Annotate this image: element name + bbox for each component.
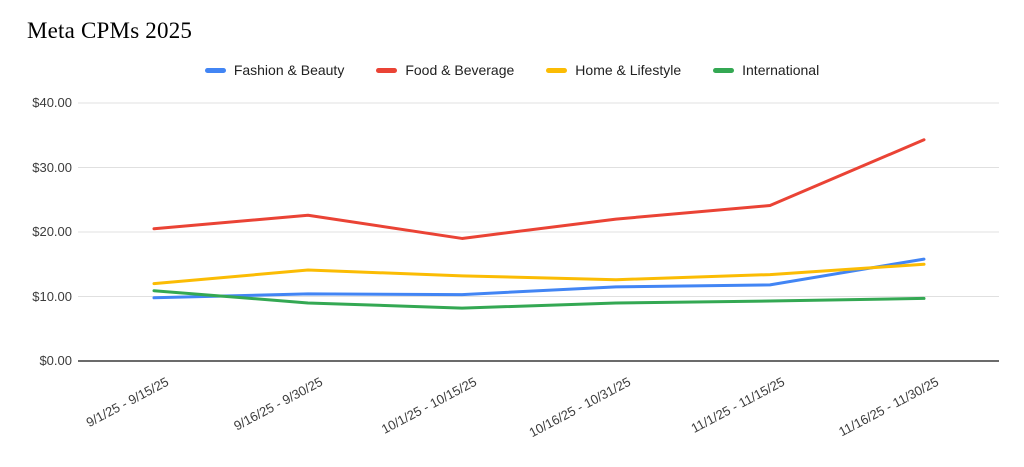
legend-item-fashion-beauty[interactable]: Fashion & Beauty [204, 62, 345, 78]
legend-swatch-food-beverage-icon [376, 67, 398, 73]
series-line-3 [152, 289, 926, 310]
legend-swatch-international-icon [713, 67, 735, 73]
legend-label: Fashion & Beauty [233, 62, 345, 78]
y-axis-label: $0.00 [39, 353, 72, 368]
series-line-1 [152, 138, 926, 240]
series-line-2 [152, 262, 926, 286]
y-axis-label: $10.00 [32, 288, 72, 304]
legend-item-international[interactable]: International [713, 62, 819, 78]
legend-swatch-fashion-beauty-icon [204, 67, 226, 73]
chart-title: Meta CPMs 2025 [27, 18, 193, 43]
legend-swatch-home-lifestyle-icon [546, 67, 568, 73]
y-axis-label: $20.00 [32, 224, 72, 239]
y-axis-label: $30.00 [32, 159, 72, 175]
legend-label: Food & Beverage [405, 62, 515, 78]
legend-label: Home & Lifestyle [575, 62, 682, 78]
series-line-0 [152, 257, 926, 300]
legend-item-home-lifestyle[interactable]: Home & Lifestyle [546, 62, 681, 78]
y-axis-label: $40.00 [32, 95, 72, 110]
legend-item-food-beverage[interactable]: Food & Beverage [376, 62, 514, 78]
chart-legend: Fashion & Beauty Food & Beverage Home & … [0, 62, 1024, 78]
legend-label: International [742, 62, 820, 78]
